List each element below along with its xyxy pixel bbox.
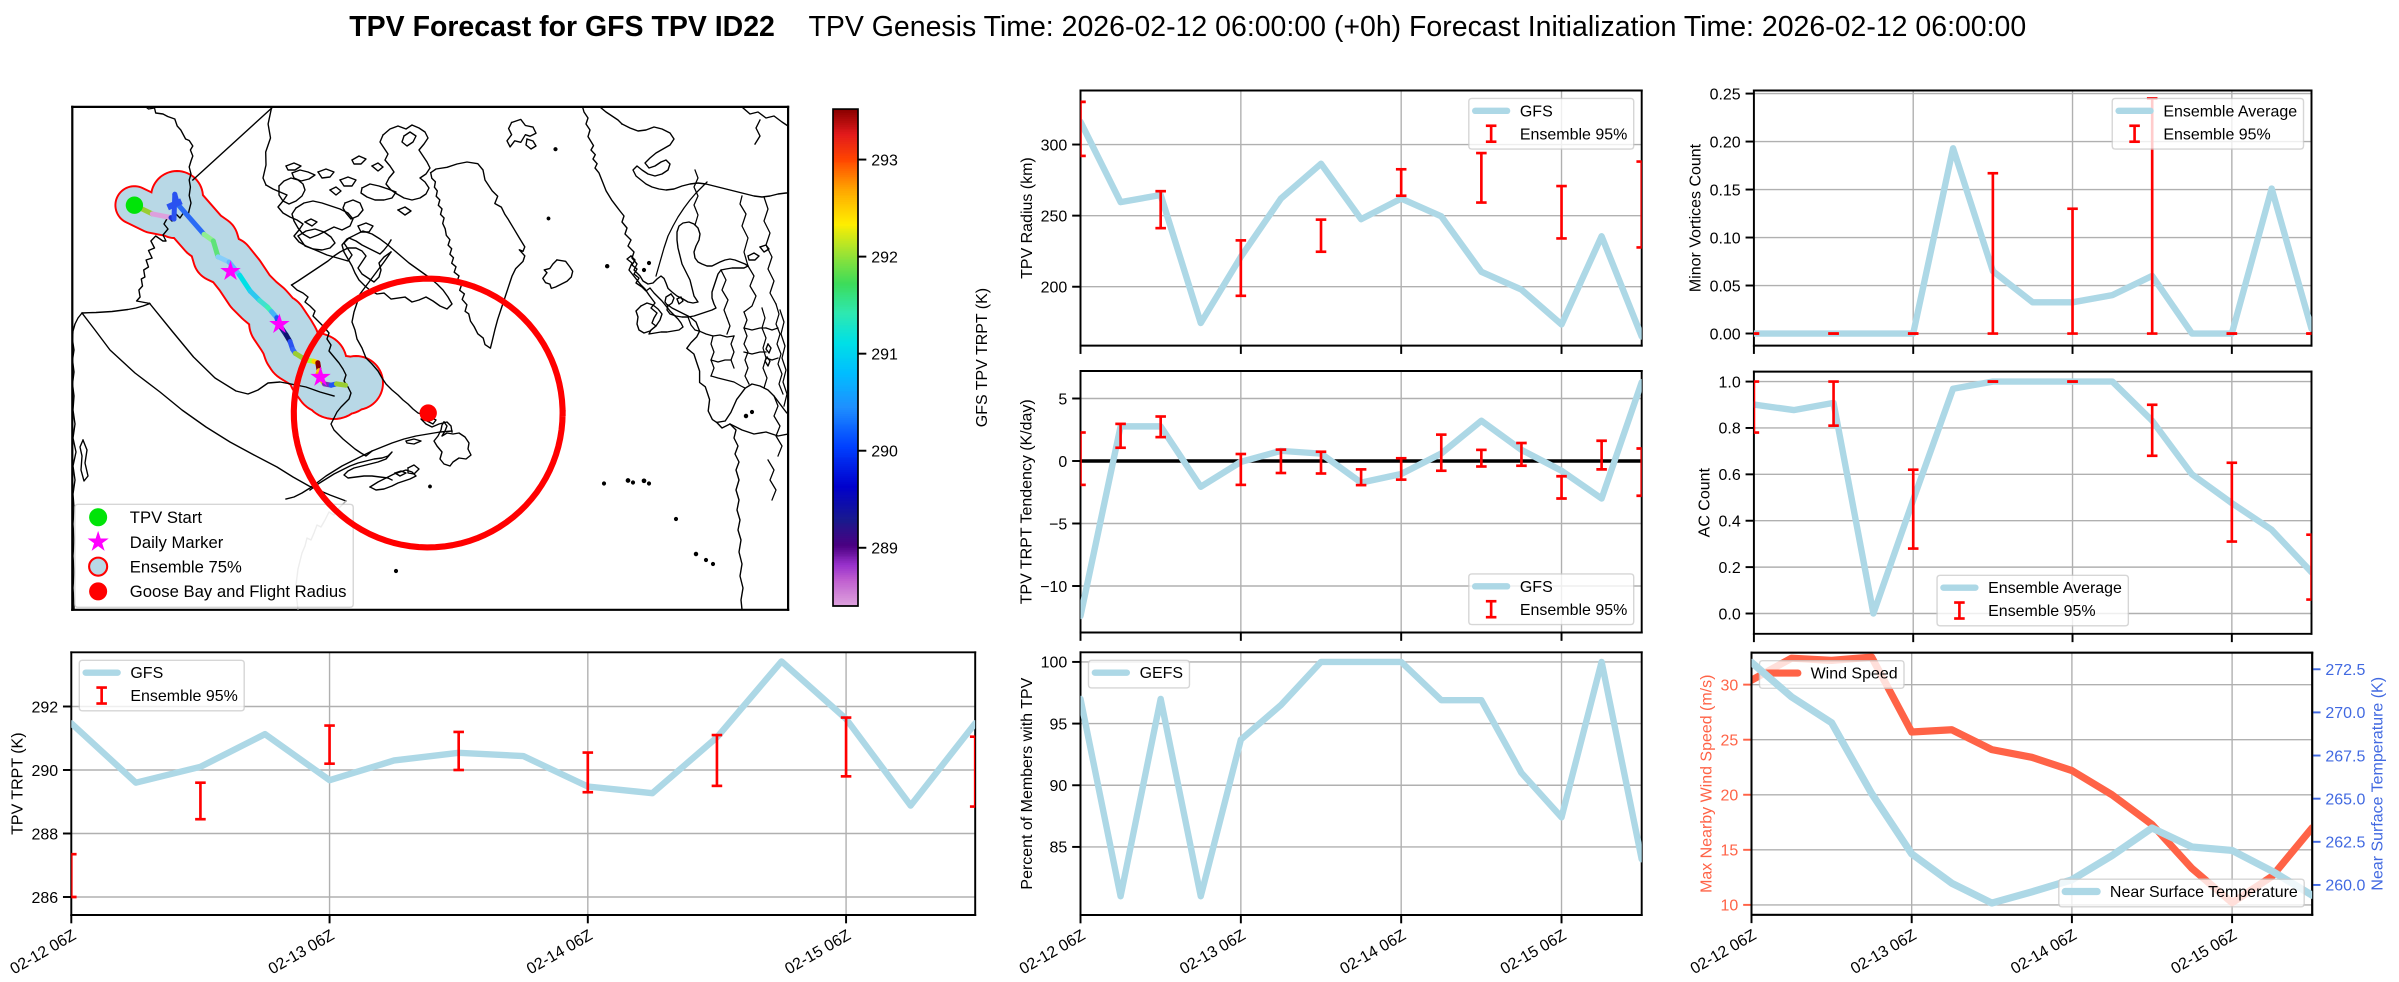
svg-text:GFS: GFS: [1520, 579, 1553, 596]
svg-text:250: 250: [1041, 208, 1068, 225]
svg-text:GEFS: GEFS: [1140, 665, 1183, 682]
svg-text:TPV TRPT Tendency (K/day): TPV TRPT Tendency (K/day): [1018, 399, 1035, 604]
svg-text:30: 30: [1721, 677, 1739, 694]
svg-text:0.15: 0.15: [1710, 182, 1741, 199]
svg-text:TPV Genesis Time: 2026-02-12 0: TPV Genesis Time: 2026-02-12 06:00:00 (+…: [809, 11, 2027, 43]
svg-text:Ensemble 95%: Ensemble 95%: [1520, 126, 1627, 143]
svg-text:1.0: 1.0: [1719, 374, 1741, 391]
svg-text:288: 288: [31, 826, 58, 843]
svg-text:GFS TPV TRPT (K): GFS TPV TRPT (K): [974, 288, 991, 427]
svg-text:Ensemble 95%: Ensemble 95%: [1988, 603, 2095, 620]
svg-text:289: 289: [871, 541, 898, 558]
svg-text:Ensemble Average: Ensemble Average: [1988, 580, 2122, 597]
svg-text:200: 200: [1041, 280, 1068, 297]
svg-text:0.00: 0.00: [1710, 326, 1741, 343]
svg-text:300: 300: [1041, 137, 1068, 154]
svg-text:0.05: 0.05: [1710, 278, 1741, 295]
svg-text:286: 286: [31, 890, 58, 907]
svg-text:Minor Vortices Count: Minor Vortices Count: [1688, 143, 1705, 292]
svg-text:−5: −5: [1049, 516, 1067, 533]
svg-text:Daily Marker: Daily Marker: [130, 533, 224, 552]
svg-text:Max Nearby Wind Speed (m/s): Max Nearby Wind Speed (m/s): [1699, 675, 1716, 893]
svg-text:291: 291: [871, 346, 898, 363]
svg-text:0.0: 0.0: [1719, 606, 1741, 623]
svg-text:0.6: 0.6: [1719, 467, 1741, 484]
svg-text:Percent of Members with TPV: Percent of Members with TPV: [1019, 677, 1036, 889]
svg-text:20: 20: [1721, 788, 1739, 805]
svg-text:TPV Radius (km): TPV Radius (km): [1019, 157, 1036, 279]
svg-text:Ensemble 95%: Ensemble 95%: [1520, 602, 1627, 619]
svg-text:0.4: 0.4: [1719, 514, 1741, 531]
svg-text:292: 292: [31, 699, 58, 716]
svg-text:Ensemble Average: Ensemble Average: [2163, 103, 2297, 120]
svg-text:100: 100: [1041, 655, 1068, 672]
svg-text:0.25: 0.25: [1710, 86, 1741, 103]
svg-text:0.2: 0.2: [1719, 560, 1741, 577]
svg-text:GFS: GFS: [1520, 103, 1553, 120]
svg-text:262.5: 262.5: [2325, 835, 2365, 852]
svg-text:265.0: 265.0: [2325, 791, 2365, 808]
svg-text:Near Surface Temperature (K): Near Surface Temperature (K): [2369, 677, 2386, 891]
svg-text:260.0: 260.0: [2325, 878, 2365, 895]
svg-text:25: 25: [1721, 732, 1739, 749]
svg-text:0.10: 0.10: [1710, 230, 1741, 247]
svg-text:AC Count: AC Count: [1697, 468, 1714, 538]
svg-text:15: 15: [1721, 843, 1739, 860]
svg-text:293: 293: [871, 152, 898, 169]
svg-text:Wind Speed: Wind Speed: [1811, 666, 1898, 683]
svg-text:TPV Start: TPV Start: [130, 508, 203, 527]
svg-text:0.20: 0.20: [1710, 134, 1741, 151]
svg-text:−10: −10: [1040, 579, 1067, 596]
svg-text:290: 290: [871, 444, 898, 461]
svg-text:Near Surface Temperature: Near Surface Temperature: [2110, 884, 2298, 901]
svg-text:Ensemble 95%: Ensemble 95%: [130, 688, 237, 705]
svg-text:GFS: GFS: [130, 665, 163, 682]
svg-text:290: 290: [31, 763, 58, 780]
svg-text:0.8: 0.8: [1719, 421, 1741, 438]
svg-text:10: 10: [1721, 898, 1739, 915]
svg-text:TPV TRPT (K): TPV TRPT (K): [10, 732, 27, 834]
svg-text:Ensemble 95%: Ensemble 95%: [2163, 126, 2270, 143]
svg-text:TPV Forecast for GFS TPV ID22: TPV Forecast for GFS TPV ID22: [349, 11, 775, 43]
svg-text:292: 292: [871, 249, 898, 266]
svg-text:272.5: 272.5: [2325, 662, 2365, 679]
svg-text:95: 95: [1050, 716, 1068, 733]
svg-text:Goose Bay and Flight Radius: Goose Bay and Flight Radius: [130, 582, 347, 601]
svg-text:90: 90: [1050, 778, 1068, 795]
svg-text:267.5: 267.5: [2325, 748, 2365, 765]
svg-text:5: 5: [1058, 391, 1067, 408]
svg-text:0: 0: [1058, 454, 1067, 471]
svg-text:270.0: 270.0: [2325, 705, 2365, 722]
svg-text:Ensemble 75%: Ensemble 75%: [130, 557, 242, 576]
svg-text:85: 85: [1050, 840, 1068, 857]
